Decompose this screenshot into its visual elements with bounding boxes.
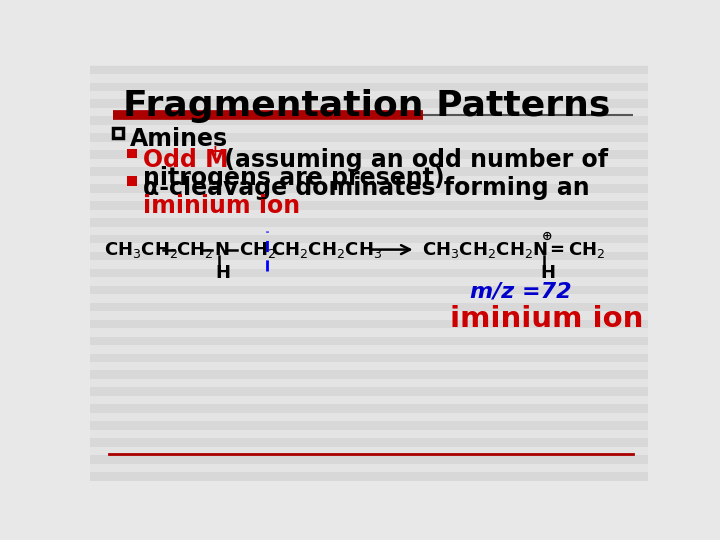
Bar [127, 177, 137, 186]
Bar [90, 421, 648, 430]
Bar [90, 328, 648, 336]
Bar [90, 370, 648, 379]
Text: N: N [214, 241, 229, 259]
Bar [90, 99, 648, 108]
Text: +: + [209, 144, 221, 159]
Bar [90, 210, 648, 218]
Text: CH$_2$: CH$_2$ [176, 240, 213, 260]
Text: ⊕: ⊕ [542, 230, 552, 243]
Bar [90, 57, 648, 65]
Bar [90, 336, 648, 345]
Bar [90, 65, 648, 74]
Bar [90, 260, 648, 269]
Bar [90, 396, 648, 404]
Bar [90, 125, 648, 133]
Bar [90, 472, 648, 481]
Text: nitrogens are present): nitrogens are present) [143, 166, 444, 191]
Bar [90, 176, 648, 184]
Bar [90, 244, 648, 252]
Bar [127, 148, 137, 158]
Bar [90, 74, 648, 83]
Bar [90, 184, 648, 193]
Text: Amines: Amines [130, 127, 228, 151]
Text: Odd M: Odd M [143, 148, 228, 172]
Bar [90, 286, 648, 294]
Text: iminium ion: iminium ion [451, 305, 644, 333]
Bar [90, 379, 648, 387]
Text: CH$_3$CH$_2$: CH$_3$CH$_2$ [104, 240, 178, 260]
Text: H: H [215, 264, 230, 282]
Text: $\mathbf{=}$CH$_2$: $\mathbf{=}$CH$_2$ [546, 240, 606, 260]
Bar [90, 108, 648, 117]
Bar [90, 201, 648, 210]
Bar [90, 362, 648, 370]
Text: α-cleavage dominates forming an: α-cleavage dominates forming an [143, 176, 590, 200]
Bar [90, 235, 648, 244]
Bar [90, 193, 648, 201]
Bar [90, 311, 648, 320]
Bar [90, 447, 648, 455]
Bar [90, 354, 648, 362]
Bar [90, 294, 648, 303]
Bar [90, 387, 648, 396]
Bar [90, 218, 648, 226]
Bar [90, 252, 648, 260]
Text: CH$_3$CH$_2$CH$_2$N: CH$_3$CH$_2$CH$_2$N [422, 240, 548, 260]
Bar [90, 269, 648, 278]
Text: H: H [540, 264, 555, 282]
Bar [90, 83, 648, 91]
Text: CH$_2$: CH$_2$ [239, 240, 276, 260]
Text: Fragmentation Patterns: Fragmentation Patterns [122, 90, 610, 124]
Text: iminium ion: iminium ion [143, 194, 300, 218]
Bar [90, 167, 648, 176]
Bar [90, 142, 648, 150]
Bar [90, 226, 648, 235]
Bar [90, 455, 648, 464]
Bar [90, 404, 648, 413]
Bar [90, 117, 648, 125]
Bar [90, 345, 648, 354]
Bar [113, 128, 123, 138]
Bar [90, 303, 648, 311]
Bar [90, 150, 648, 159]
Bar [90, 464, 648, 472]
Bar [90, 320, 648, 328]
Bar [90, 133, 648, 142]
Bar [90, 159, 648, 167]
Bar [90, 438, 648, 447]
Bar [90, 413, 648, 421]
Bar [90, 278, 648, 286]
Text: CH$_2$CH$_2$CH$_3$: CH$_2$CH$_2$CH$_3$ [271, 240, 383, 260]
Bar [90, 91, 648, 99]
Text: m/z =72: m/z =72 [469, 282, 572, 302]
Text: (assuming an odd number of: (assuming an odd number of [216, 148, 608, 172]
Bar [90, 430, 648, 438]
